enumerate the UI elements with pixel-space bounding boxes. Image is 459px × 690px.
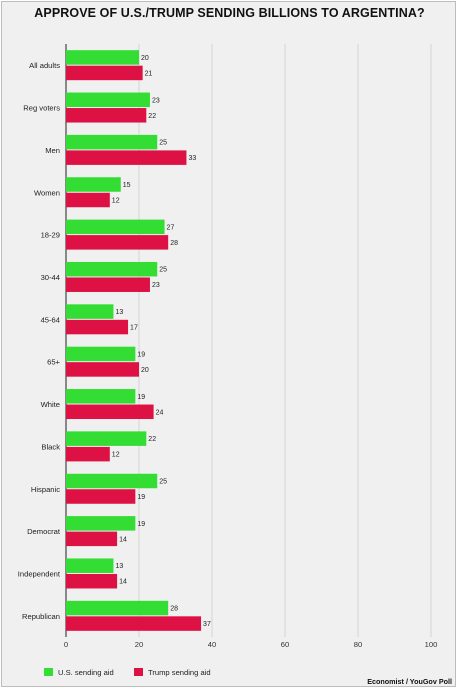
category-label: 30-44 — [41, 273, 60, 282]
category-label: Republican — [22, 612, 60, 621]
bar — [66, 404, 154, 420]
x-tick-label: 20 — [135, 640, 143, 649]
bar — [66, 573, 118, 589]
legend-swatch — [134, 668, 143, 676]
bar — [66, 489, 136, 504]
data-label: 19 — [137, 521, 145, 528]
legend-label: U.S. sending aid — [58, 668, 114, 677]
x-tick-label: 40 — [208, 640, 216, 649]
data-label: 20 — [141, 55, 149, 62]
data-label: 28 — [170, 240, 178, 247]
category-label: Black — [41, 442, 60, 451]
grid-lines — [65, 44, 432, 637]
bar — [66, 346, 136, 362]
data-label: 25 — [159, 140, 167, 147]
bars: 20 21 23 22 25 33 15 12 27 28 25 23 13 17 19 20 19 24 22 12… — [66, 50, 211, 631]
bar — [66, 558, 114, 573]
data-label: 23 — [152, 282, 160, 289]
x-tick-label: 80 — [354, 640, 362, 649]
category-label: 65+ — [47, 358, 60, 367]
category-label: Hispanic — [31, 485, 60, 494]
bar — [66, 362, 139, 377]
data-label: 33 — [188, 155, 196, 162]
category-label: Men — [45, 146, 60, 155]
bar — [66, 319, 129, 335]
legend-swatch — [44, 668, 53, 676]
bar — [66, 473, 158, 489]
category-label: Democrat — [27, 527, 61, 536]
data-label: 37 — [203, 621, 211, 628]
source-note: Economist / YouGov Poll — [367, 677, 452, 686]
data-label: 28 — [170, 606, 178, 613]
data-label: 14 — [119, 579, 127, 586]
bar — [66, 600, 169, 616]
data-label: 21 — [145, 70, 153, 77]
bar — [66, 261, 158, 277]
category-label: White — [41, 400, 60, 409]
data-label: 15 — [123, 182, 131, 189]
category-labels: All adults Reg voters Men Women 18-29 30-44 45… — [18, 61, 61, 621]
bar — [66, 446, 110, 462]
data-label: 19 — [137, 494, 145, 501]
bar — [66, 277, 150, 292]
data-label: 14 — [119, 536, 127, 543]
x-tick-labels: 0 20 40 60 80 100 — [64, 640, 437, 649]
bar — [66, 92, 150, 108]
bar — [66, 192, 110, 208]
bar — [66, 235, 169, 250]
bar — [66, 50, 139, 65]
data-label: 20 — [141, 367, 149, 374]
x-tick-label: 0 — [64, 640, 68, 649]
data-label: 24 — [156, 409, 164, 416]
bar — [66, 108, 147, 123]
bar — [66, 150, 187, 165]
x-tick-label: 60 — [281, 640, 289, 649]
data-label: 23 — [152, 97, 160, 104]
category-label: All adults — [29, 61, 60, 70]
bar — [66, 616, 202, 631]
x-tick-label: 100 — [425, 640, 438, 649]
category-label: 18-29 — [41, 231, 60, 240]
category-label: Reg voters — [23, 104, 60, 113]
data-label: 12 — [112, 198, 120, 205]
data-label: 19 — [137, 394, 145, 401]
data-label: 22 — [148, 436, 156, 443]
data-label: 13 — [115, 563, 123, 570]
bar — [66, 531, 118, 547]
bar — [66, 516, 136, 531]
data-label: 13 — [115, 309, 123, 316]
bar — [66, 65, 143, 81]
legend: U.S. sending aid Trump sending aid — [44, 668, 211, 677]
category-label: Independent — [18, 569, 61, 578]
bar — [66, 219, 165, 235]
data-label: 19 — [137, 351, 145, 358]
data-label: 27 — [167, 224, 175, 231]
legend-label: Trump sending aid — [148, 668, 211, 677]
category-label: Women — [34, 188, 60, 197]
chart-title: APPROVE OF U.S./TRUMP SENDING BILLIONS T… — [34, 6, 425, 20]
bar — [66, 389, 136, 404]
bar — [66, 431, 147, 446]
bar — [66, 177, 121, 192]
bar — [66, 304, 114, 319]
data-label: 12 — [112, 452, 120, 459]
bar — [66, 134, 158, 150]
data-label: 25 — [159, 479, 167, 486]
data-label: 22 — [148, 113, 156, 120]
data-label: 17 — [130, 325, 138, 332]
category-label: 45-64 — [41, 315, 60, 324]
data-label: 25 — [159, 267, 167, 274]
